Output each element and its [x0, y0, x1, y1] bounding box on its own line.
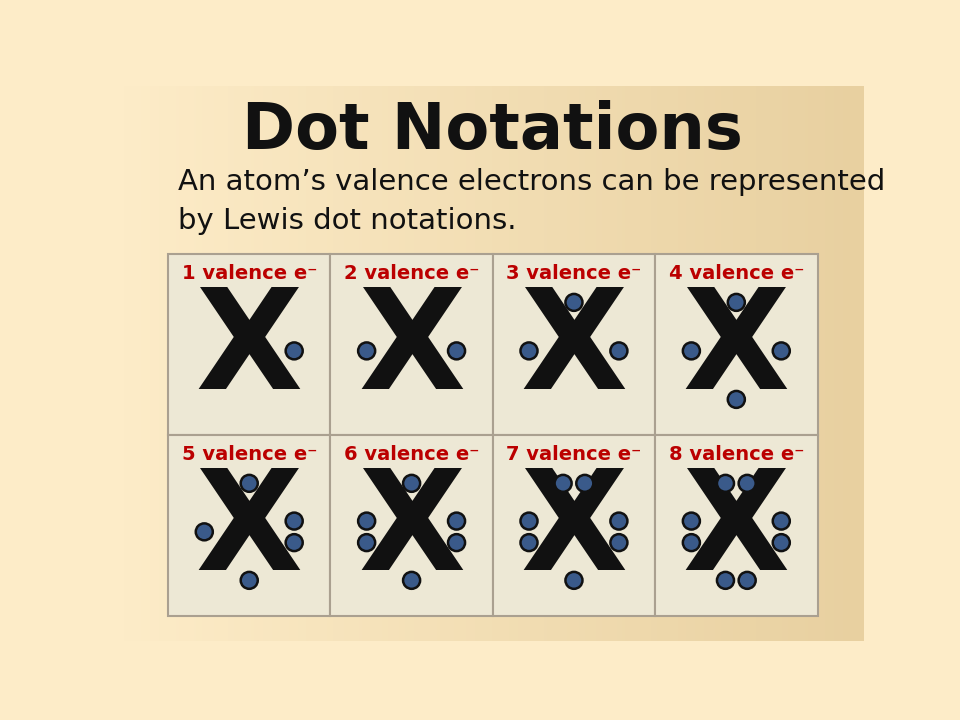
Text: X: X: [358, 464, 466, 599]
Bar: [492, 254, 655, 435]
Text: 1 valence e⁻: 1 valence e⁻: [181, 264, 317, 283]
Text: X: X: [196, 284, 302, 418]
Circle shape: [717, 572, 734, 589]
Circle shape: [520, 343, 538, 359]
Circle shape: [286, 343, 302, 359]
Circle shape: [520, 513, 538, 529]
Bar: [492, 435, 655, 616]
Circle shape: [286, 534, 302, 551]
Circle shape: [611, 534, 628, 551]
Bar: [655, 435, 818, 616]
Circle shape: [403, 475, 420, 492]
Circle shape: [286, 513, 302, 529]
Circle shape: [241, 475, 257, 492]
Circle shape: [683, 513, 700, 529]
Circle shape: [683, 343, 700, 359]
Text: X: X: [683, 464, 790, 599]
Bar: [330, 435, 492, 616]
Circle shape: [773, 534, 790, 551]
Circle shape: [565, 294, 583, 311]
Text: 2 valence e⁻: 2 valence e⁻: [344, 264, 479, 283]
Circle shape: [611, 513, 628, 529]
Circle shape: [358, 343, 375, 359]
Text: Dot Notations: Dot Notations: [242, 100, 742, 162]
Text: X: X: [520, 464, 628, 599]
Circle shape: [738, 572, 756, 589]
Text: 3 valence e⁻: 3 valence e⁻: [506, 264, 641, 283]
Circle shape: [448, 343, 465, 359]
Circle shape: [576, 475, 593, 492]
Circle shape: [717, 475, 734, 492]
Circle shape: [683, 534, 700, 551]
Circle shape: [520, 534, 538, 551]
Circle shape: [773, 343, 790, 359]
Circle shape: [728, 391, 745, 408]
Circle shape: [358, 534, 375, 551]
Bar: [655, 254, 818, 435]
Text: 7 valence e⁻: 7 valence e⁻: [506, 445, 641, 464]
Text: 6 valence e⁻: 6 valence e⁻: [344, 445, 479, 464]
Bar: [168, 254, 330, 435]
Circle shape: [358, 513, 375, 529]
Text: 8 valence e⁻: 8 valence e⁻: [668, 445, 804, 464]
Circle shape: [196, 523, 213, 540]
Circle shape: [565, 572, 583, 589]
Text: X: X: [683, 284, 790, 418]
Text: X: X: [358, 284, 466, 418]
Bar: [168, 435, 330, 616]
Bar: [330, 254, 492, 435]
Circle shape: [773, 513, 790, 529]
Circle shape: [738, 475, 756, 492]
Text: X: X: [520, 284, 628, 418]
Text: X: X: [196, 464, 302, 599]
Text: 5 valence e⁻: 5 valence e⁻: [181, 445, 317, 464]
Circle shape: [241, 572, 257, 589]
Circle shape: [448, 534, 465, 551]
Text: 4 valence e⁻: 4 valence e⁻: [668, 264, 804, 283]
Circle shape: [448, 513, 465, 529]
Circle shape: [728, 294, 745, 311]
Circle shape: [555, 475, 571, 492]
Circle shape: [611, 343, 628, 359]
Text: An atom’s valence electrons can be represented
by Lewis dot notations.: An atom’s valence electrons can be repre…: [179, 168, 885, 235]
Circle shape: [403, 572, 420, 589]
